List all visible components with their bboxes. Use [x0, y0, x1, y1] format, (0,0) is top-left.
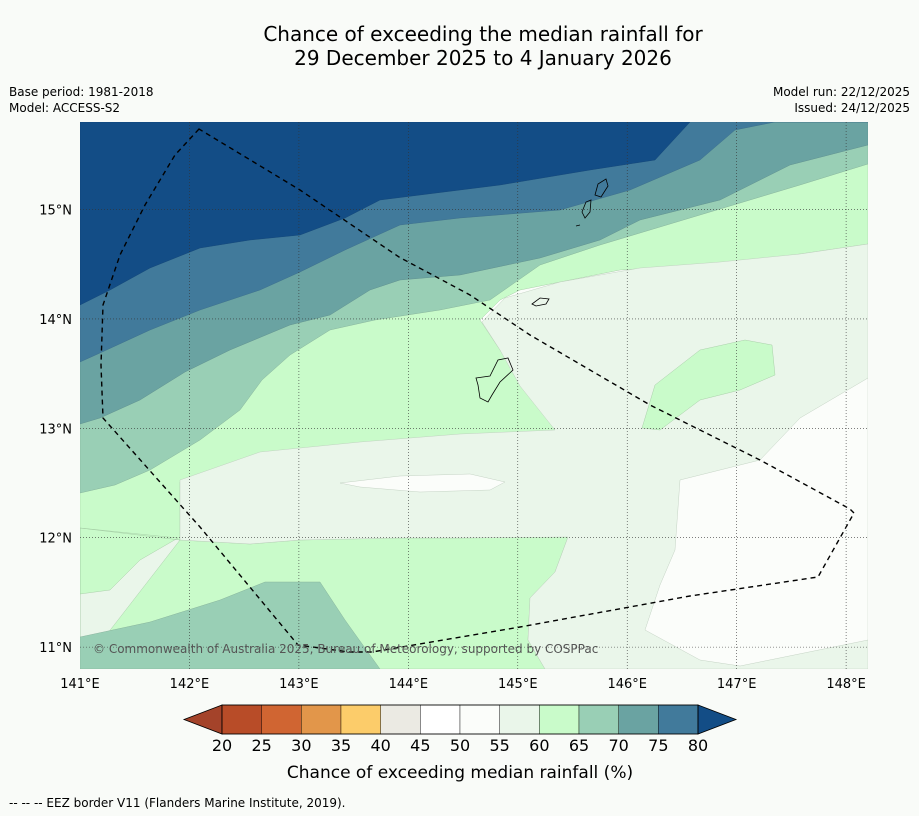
island-tinian [581, 199, 592, 219]
longitude-tick-label: 148°E [826, 677, 866, 692]
colorbar-segment [221, 704, 262, 735]
colorbar-tick-labels: 20 25 30 35 40 45 50 55 60 65 70 75 80 [212, 736, 708, 755]
colorbar-tick: 20 [212, 736, 232, 755]
island-rota [531, 297, 550, 307]
colorbar-segment [618, 704, 659, 735]
colorbar-tick: 45 [410, 736, 430, 755]
colorbar-segment [459, 704, 500, 735]
footer-legend: -- -- -- EEZ border V11 (Flanders Marine… [9, 796, 346, 810]
colorbar-segment [261, 704, 302, 735]
colorbar-outline [221, 704, 699, 735]
model-run: Model run: 22/12/2025 [772, 85, 910, 99]
colorbar-tick: 30 [291, 736, 311, 755]
model-name: Model: ACCESS-S2 [9, 101, 121, 115]
colorbar-tick: 60 [529, 736, 549, 755]
colorbar-label: Chance of exceeding median rainfall (%) [287, 763, 633, 783]
colorbar-tick: 55 [489, 736, 509, 755]
colorbar-tick: 35 [331, 736, 351, 755]
colorbar-arrow-low [182, 704, 223, 735]
islands [475, 178, 609, 403]
colorbar [182, 704, 738, 735]
longitude-tick-label: 143°E [279, 677, 319, 692]
colorbar-segment [578, 704, 619, 735]
colorbar-tick: 50 [450, 736, 470, 755]
island-guam [475, 357, 514, 403]
latitude-tick-label: 15°N [39, 204, 72, 219]
colorbar-segment [539, 704, 580, 735]
contour-60-65-east [641, 339, 776, 431]
eez-border [100, 128, 855, 653]
rainfall-contours [80, 122, 868, 669]
contour-above-80 [80, 122, 691, 306]
island-aguijan [575, 224, 581, 227]
chart-title: Chance of exceeding the median rainfall … [0, 22, 919, 70]
colorbar-tick: 70 [608, 736, 628, 755]
colorbar-arrow-high [697, 704, 738, 735]
title-line-2: 29 December 2025 to 4 January 2026 [294, 46, 672, 70]
meta-left: Base period: 1981-2018 Model: ACCESS-S2 [9, 84, 154, 116]
longitude-tick-label: 144°E [389, 677, 429, 692]
colorbar-segment [658, 704, 699, 735]
gridlines [80, 122, 868, 669]
colorbar-segment [380, 704, 421, 735]
longitude-tick-label: 146°E [607, 677, 647, 692]
latitude-tick-label: 13°N [39, 422, 72, 437]
colorbar-tick: 75 [648, 736, 668, 755]
colorbar-tick: 40 [370, 736, 390, 755]
latitude-tick-label: 14°N [39, 313, 72, 328]
longitude-tick-label: 141°E [60, 677, 100, 692]
colorbar-segment [499, 704, 540, 735]
latitude-tick-label: 12°N [39, 532, 72, 547]
colorbar-segment [420, 704, 461, 735]
colorbar-segment [340, 704, 381, 735]
base-period: Base period: 1981-2018 [9, 85, 154, 99]
contour-50-55-lens [339, 473, 506, 493]
island-saipan [594, 178, 609, 198]
issued-date: Issued: 24/12/2025 [794, 101, 910, 115]
copyright-text: © Commonwealth of Australia 2025, Bureau… [93, 642, 598, 656]
colorbar-tick: 80 [688, 736, 708, 755]
latitude-labels: 11°N 12°N 13°N 14°N 15°N [39, 204, 72, 657]
longitude-tick-label: 147°E [717, 677, 757, 692]
contour-50-55-east [644, 377, 868, 667]
latitude-tick-label: 11°N [39, 641, 72, 656]
colorbar-tick: 25 [251, 736, 271, 755]
title-line-1: Chance of exceeding the median rainfall … [263, 22, 703, 46]
longitude-tick-label: 145°E [498, 677, 538, 692]
longitude-labels: 141°E 142°E 143°E 144°E 145°E 146°E 147°E 148°E [60, 677, 866, 692]
colorbar-segment [301, 704, 342, 735]
longitude-tick-label: 142°E [170, 677, 210, 692]
colorbar-tick: 65 [569, 736, 589, 755]
meta-right: Model run: 22/12/2025 Issued: 24/12/2025 [773, 84, 910, 116]
